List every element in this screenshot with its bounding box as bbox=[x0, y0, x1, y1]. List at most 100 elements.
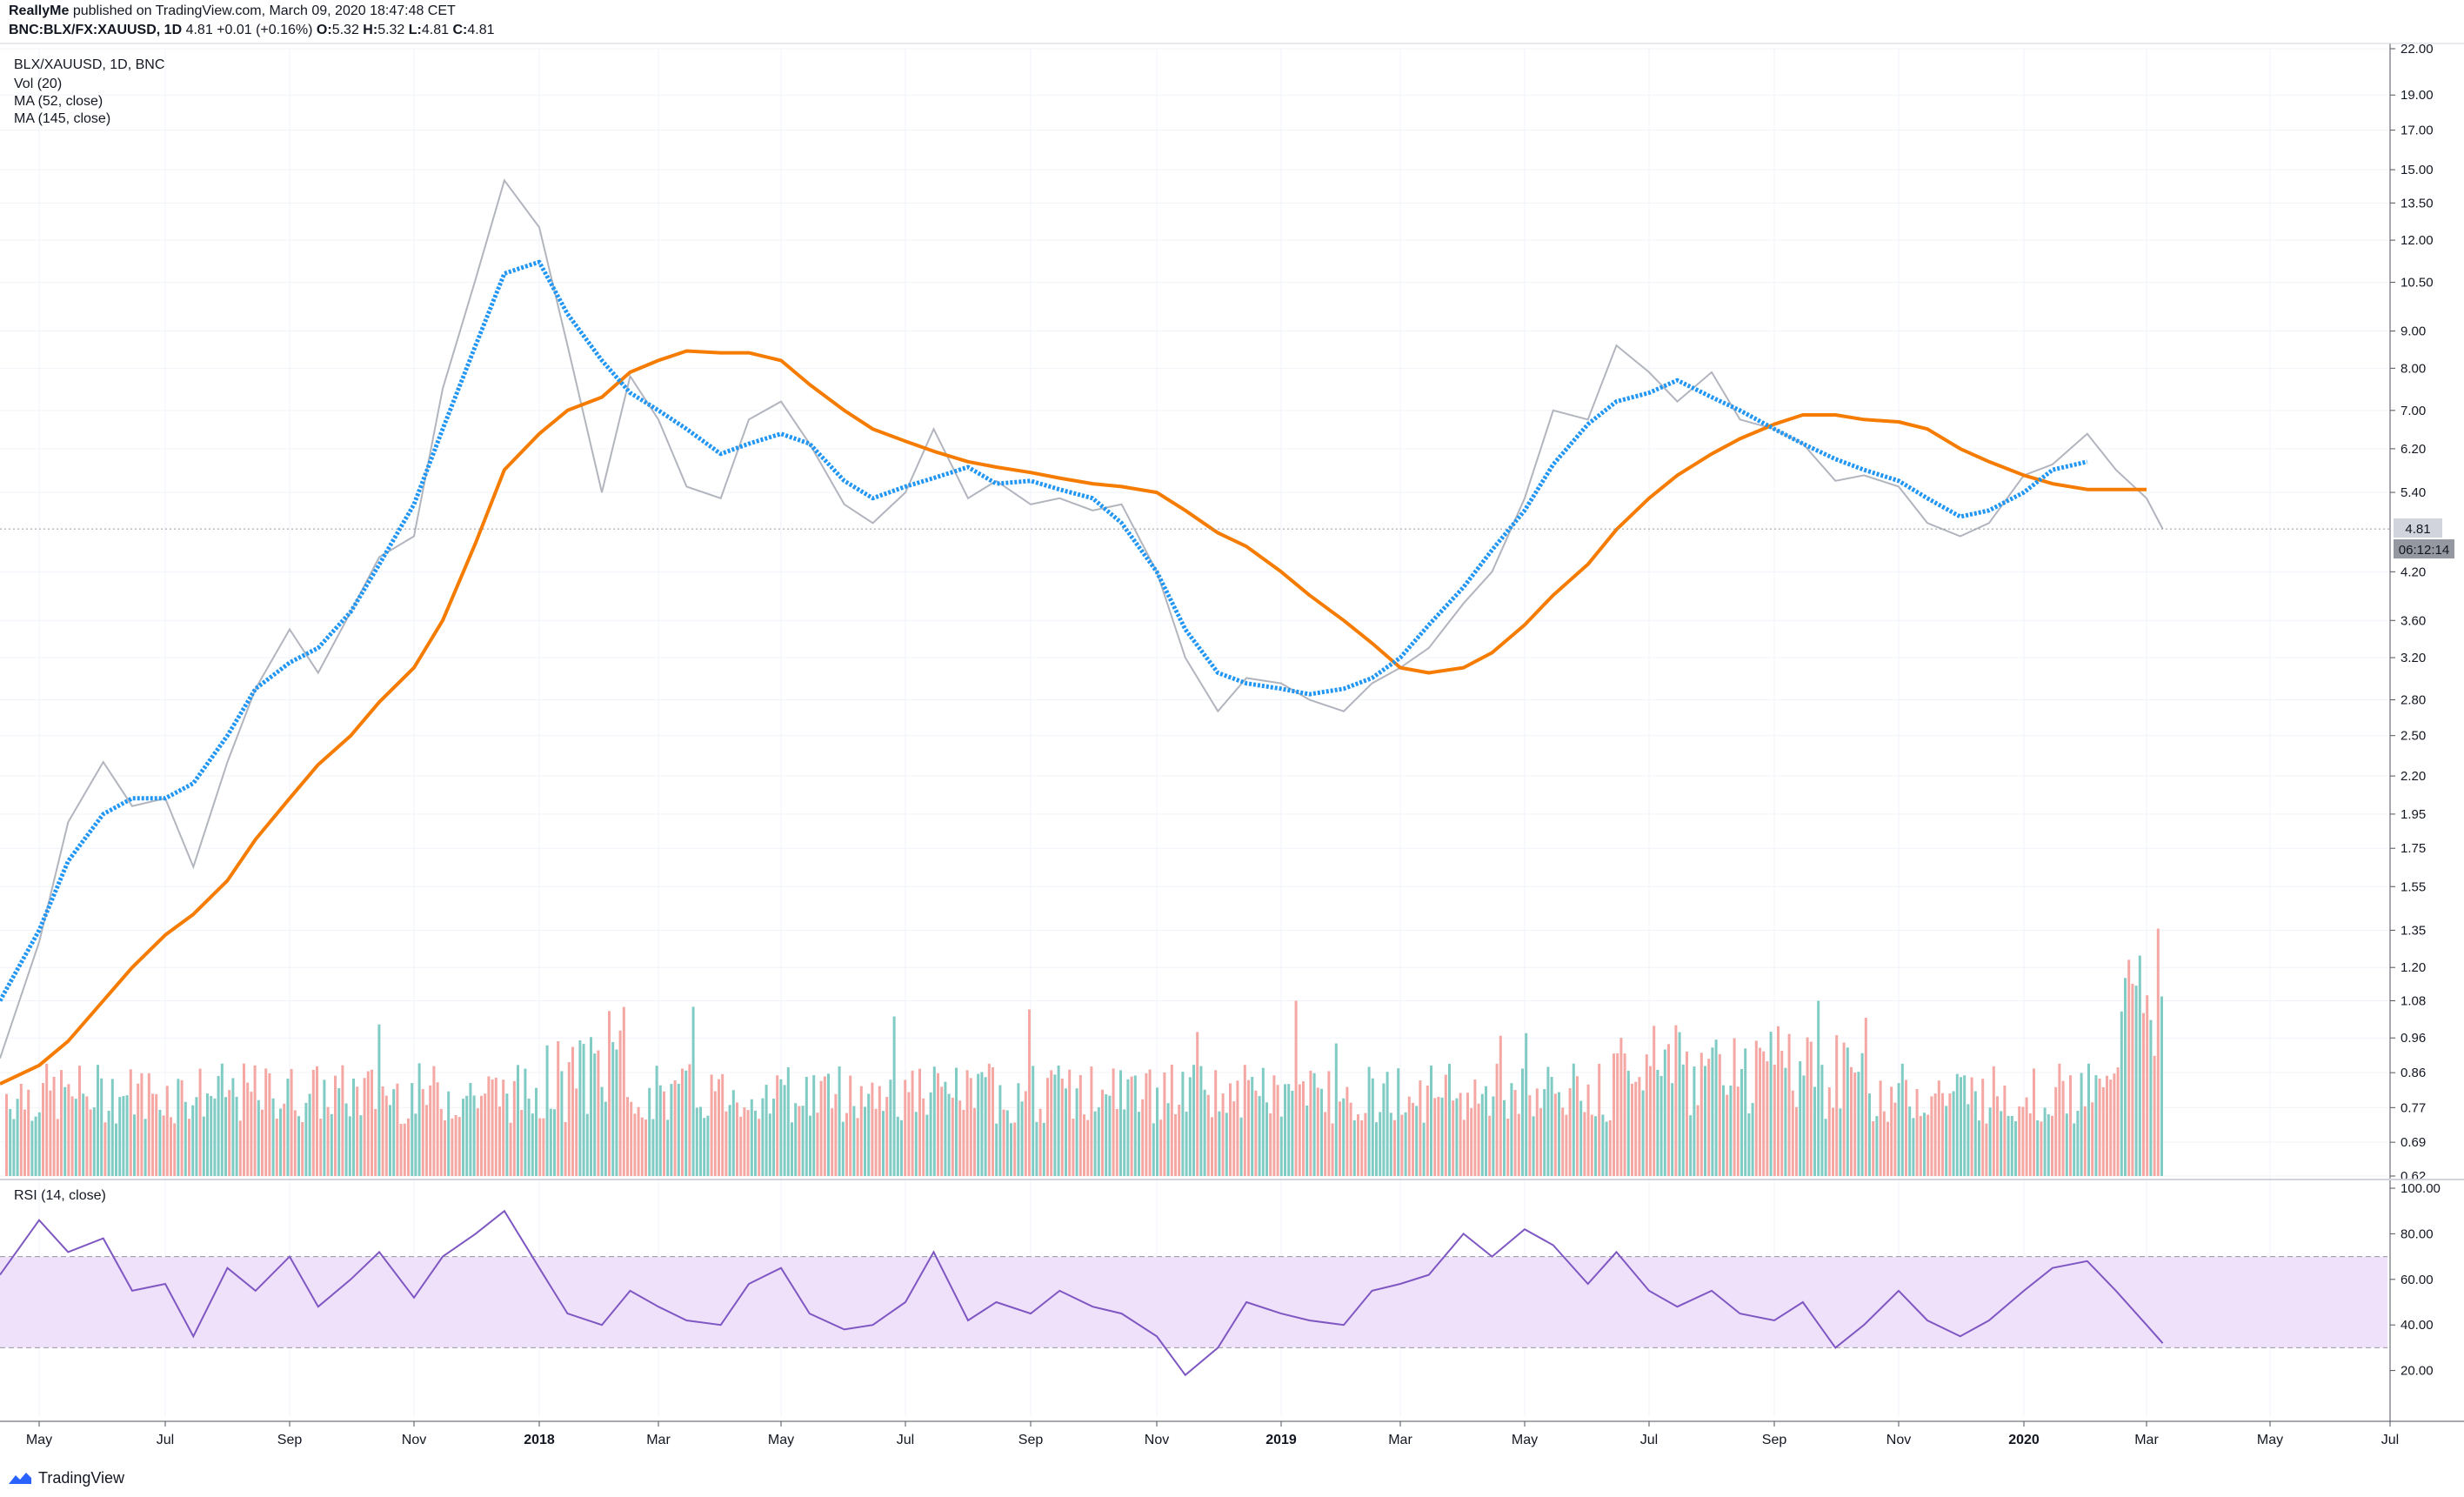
tradingview-footer[interactable]: TradingView bbox=[7, 1465, 124, 1491]
volume-bar bbox=[2047, 1113, 2050, 1176]
rsi-band bbox=[0, 1256, 2387, 1348]
volume-bar bbox=[984, 1077, 987, 1176]
volume-bar bbox=[947, 1093, 951, 1176]
volume-bar bbox=[1400, 1114, 1404, 1176]
volume-bar bbox=[271, 1098, 275, 1176]
volume-bar bbox=[1199, 1066, 1203, 1176]
volume-bar bbox=[1905, 1079, 1907, 1176]
volume-bar bbox=[1981, 1079, 1985, 1176]
volume-bar bbox=[100, 1078, 104, 1176]
time-tick-label: Jul bbox=[897, 1433, 914, 1447]
volume-bar bbox=[1492, 1096, 1495, 1176]
volume-bar bbox=[564, 1122, 567, 1176]
volume-bar bbox=[1579, 1100, 1583, 1176]
volume-bar bbox=[1138, 1112, 1140, 1176]
volume-bar bbox=[776, 1075, 779, 1176]
volume-bar bbox=[1952, 1091, 1955, 1176]
volume-bar bbox=[885, 1097, 889, 1176]
volume-bar bbox=[1733, 1038, 1736, 1176]
volume-bar bbox=[695, 1107, 698, 1176]
time-tick-label: May bbox=[1512, 1433, 1538, 1447]
volume-bar bbox=[750, 1099, 753, 1176]
volume-bar bbox=[330, 1113, 333, 1176]
volume-bar bbox=[2010, 1115, 2013, 1176]
volume-bar bbox=[165, 1086, 169, 1176]
symbol-line: BNC:BLX/FX:XAUUSD, 1D bbox=[9, 23, 183, 37]
volume-bar bbox=[1795, 1106, 1798, 1176]
volume-bar bbox=[1166, 1103, 1170, 1176]
volume-bar bbox=[1020, 1101, 1024, 1176]
volume-bar bbox=[1276, 1085, 1279, 1176]
volume-bar bbox=[1985, 1123, 1988, 1176]
volume-bar bbox=[1364, 1113, 1367, 1176]
legend-rsi[interactable]: RSI (14, close) bbox=[14, 1188, 106, 1203]
rsi-tick-label: 60.00 bbox=[2401, 1273, 2434, 1287]
volume-bar bbox=[900, 1119, 903, 1176]
volume-bar bbox=[867, 1093, 871, 1176]
volume-bar bbox=[1817, 1000, 1820, 1176]
volume-bar bbox=[374, 1108, 377, 1176]
volume-bar bbox=[992, 1067, 994, 1176]
volume-bar bbox=[1086, 1119, 1090, 1176]
volume-bar bbox=[838, 1066, 841, 1176]
volume-bar bbox=[293, 1110, 297, 1176]
volume-bar bbox=[531, 1113, 534, 1176]
legend-ma145[interactable]: MA (145, close) bbox=[14, 111, 111, 126]
volume-bar bbox=[567, 1061, 571, 1176]
price-tick-label: 8.00 bbox=[2401, 361, 2426, 376]
volume-bar bbox=[1269, 1113, 1272, 1176]
volume-bar bbox=[1941, 1093, 1944, 1176]
volume-bar bbox=[286, 1079, 290, 1176]
price-line bbox=[0, 178, 2164, 1059]
volume-bar bbox=[1028, 1009, 1031, 1176]
volume-bar bbox=[2014, 1121, 2017, 1176]
volume-bar bbox=[316, 1066, 318, 1176]
volume-bar bbox=[892, 1016, 896, 1176]
last-price-label: 4.81 bbox=[2405, 522, 2430, 537]
legend-symbol[interactable]: BLX/XAUUSD, 1D, BNC bbox=[14, 57, 165, 72]
volume-bar bbox=[224, 1097, 227, 1176]
price-tick-label: 0.86 bbox=[2401, 1066, 2426, 1080]
volume-bar bbox=[1258, 1096, 1261, 1176]
time-tick-label: Mar bbox=[1388, 1433, 1412, 1447]
price-tick-label: 13.50 bbox=[2401, 196, 2434, 211]
volume-bar bbox=[940, 1086, 944, 1176]
volume-bar bbox=[691, 1006, 695, 1176]
publisher-name[interactable]: ReallyMe bbox=[9, 3, 70, 18]
volume-bar bbox=[874, 1108, 878, 1176]
legend-ma52[interactable]: MA (52, close) bbox=[14, 94, 104, 109]
volume-bar bbox=[746, 1110, 750, 1176]
volume-bar bbox=[133, 1114, 136, 1176]
volume-bar bbox=[1357, 1114, 1359, 1176]
volume-bar bbox=[1872, 1121, 1875, 1176]
volume-bar bbox=[1799, 1061, 1802, 1176]
volume-bar bbox=[542, 1118, 545, 1176]
volume-bar bbox=[399, 1123, 403, 1176]
volume-bar bbox=[1170, 1064, 1173, 1176]
volume-bar bbox=[1992, 1066, 1995, 1176]
volume-bar bbox=[1572, 1063, 1575, 1176]
volume-bar bbox=[1689, 1115, 1693, 1176]
time-tick-label: Nov bbox=[402, 1433, 426, 1447]
volume-bar bbox=[914, 1112, 918, 1176]
volume-bar bbox=[198, 1068, 202, 1176]
volume-bar bbox=[1243, 1065, 1246, 1176]
volume-bar bbox=[663, 1091, 665, 1176]
volume-bar bbox=[772, 1099, 775, 1176]
volume-bar bbox=[1846, 1047, 1849, 1176]
volume-bar bbox=[1711, 1047, 1714, 1176]
volume-bar bbox=[1543, 1089, 1546, 1176]
volume-bar bbox=[1923, 1113, 1926, 1176]
volume-bar bbox=[731, 1090, 735, 1176]
volume-bar bbox=[1809, 1041, 1813, 1176]
volume-bar bbox=[1115, 1108, 1118, 1176]
volume-bar bbox=[348, 1116, 351, 1176]
legend-vol[interactable]: Vol (20) bbox=[14, 77, 63, 91]
volume-bar bbox=[1433, 1098, 1437, 1176]
volume-bar bbox=[217, 1075, 220, 1176]
volume-bar bbox=[162, 1115, 165, 1176]
price-tick-label: 1.20 bbox=[2401, 960, 2426, 975]
volume-bar bbox=[2153, 1055, 2156, 1176]
volume-bar bbox=[611, 1042, 615, 1176]
